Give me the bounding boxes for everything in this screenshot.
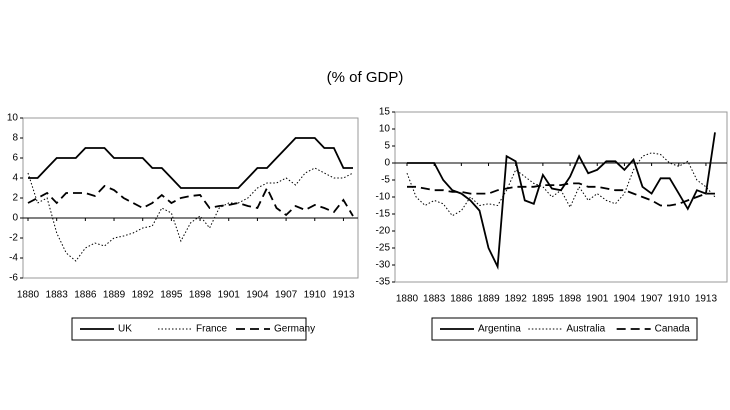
- y-tick-label: 6: [12, 153, 18, 164]
- y-tick-label: 2: [12, 193, 18, 204]
- y-tick-label: 0: [12, 213, 18, 224]
- legend-label: Argentina: [478, 324, 521, 335]
- x-tick-label: 1892: [132, 290, 155, 301]
- y-tick-label: -10: [376, 192, 391, 203]
- y-tick-label: -4: [9, 253, 18, 264]
- x-tick-label: 1880: [17, 290, 40, 301]
- x-tick-label: 1907: [275, 290, 298, 301]
- y-tick-label: -20: [376, 226, 391, 237]
- legend-label: Australia: [566, 324, 605, 335]
- series-line: [407, 182, 715, 207]
- y-tick-label: 5: [384, 141, 390, 152]
- legend: [71, 317, 307, 341]
- legend: [431, 317, 698, 341]
- y-tick-label: 10: [7, 113, 19, 124]
- x-tick-label: 1880: [396, 294, 419, 305]
- x-tick-label: 1913: [695, 294, 718, 305]
- y-tick-label: -30: [376, 260, 391, 271]
- legend-label: France: [196, 324, 228, 335]
- y-tick-label: -25: [376, 243, 391, 254]
- x-tick-label: 1886: [74, 290, 97, 301]
- y-tick-label: 15: [379, 107, 391, 118]
- x-tick-label: 1901: [218, 290, 241, 301]
- y-tick-label: -35: [376, 277, 391, 288]
- legend-label: Canada: [655, 324, 690, 335]
- x-tick-label: 1895: [160, 290, 183, 301]
- y-tick-label: 4: [12, 173, 18, 184]
- x-tick-label: 1886: [450, 294, 473, 305]
- x-tick-label: 1910: [304, 290, 327, 301]
- series-line: [28, 137, 353, 189]
- series-line: [27, 167, 354, 262]
- x-tick-label: 1883: [423, 294, 446, 305]
- y-tick-label: -5: [381, 175, 390, 186]
- series-line: [27, 184, 354, 217]
- x-tick-label: 1901: [586, 294, 609, 305]
- legend-label: UK: [118, 324, 132, 335]
- x-tick-label: 1892: [505, 294, 528, 305]
- series-line: [406, 152, 716, 217]
- x-tick-label: 1907: [640, 294, 663, 305]
- x-tick-label: 1910: [668, 294, 691, 305]
- y-tick-label: 0: [384, 158, 390, 169]
- x-tick-label: 1904: [613, 294, 636, 305]
- legend-label: Germany: [274, 324, 315, 335]
- y-tick-label: -6: [9, 273, 18, 284]
- y-tick-label: -2: [9, 233, 18, 244]
- y-tick-label: 8: [12, 133, 18, 144]
- x-tick-label: 1895: [532, 294, 555, 305]
- chart-title: (% of GDP): [327, 69, 404, 86]
- y-tick-label: -15: [376, 209, 391, 220]
- x-tick-label: 1913: [332, 290, 355, 301]
- x-tick-label: 1898: [189, 290, 212, 301]
- x-tick-label: 1898: [559, 294, 582, 305]
- x-tick-label: 1889: [477, 294, 500, 305]
- x-tick-label: 1883: [46, 290, 69, 301]
- x-tick-label: 1889: [103, 290, 126, 301]
- y-tick-label: 10: [379, 124, 391, 135]
- x-tick-label: 1904: [246, 290, 269, 301]
